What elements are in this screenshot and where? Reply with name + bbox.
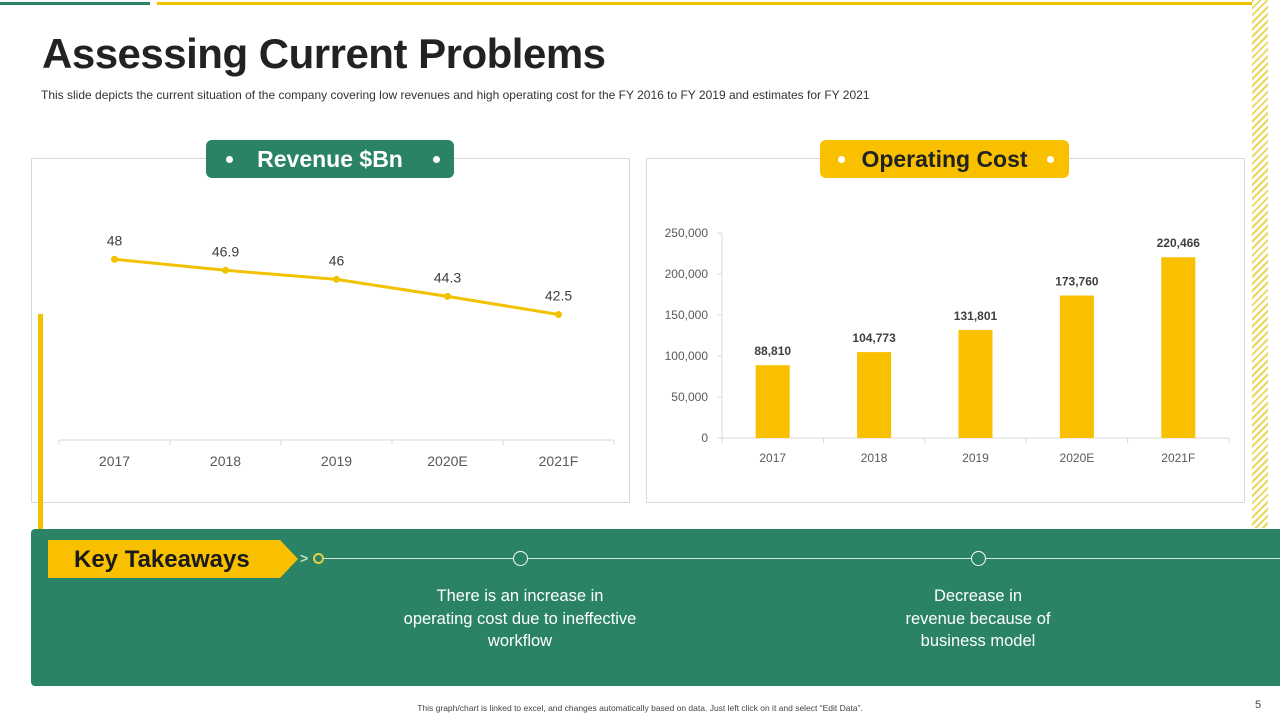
y-tick-label: 200,000 (665, 267, 709, 281)
key-takeaways-label: Key Takeaways (74, 546, 250, 573)
revenue-chart-panel[interactable]: 48 2017 46.9 2018 46 2019 44.3 2020E 42.5 2021F (31, 158, 630, 503)
revenue-data-label: 48 (107, 232, 123, 248)
revenue-data-point (333, 275, 340, 283)
operating-cost-data-label: 131,801 (954, 309, 998, 323)
revenue-data-point (444, 292, 451, 300)
operating-cost-x-tick-label: 2019 (962, 451, 989, 465)
takeaway-text: There is an increase in operating cost d… (403, 587, 637, 650)
y-tick-label: 150,000 (665, 308, 709, 322)
top-accent-yellow (157, 2, 1252, 5)
revenue-line-chart[interactable]: 48 2017 46.9 2018 46 2019 44.3 2020E 42.5 2021F (32, 159, 631, 504)
revenue-x-tick-label: 2017 (99, 453, 130, 469)
revenue-data-label: 46 (329, 252, 345, 268)
slide-title: Assessing Current Problems (42, 30, 606, 77)
y-tick-label: 250,000 (665, 226, 709, 240)
revenue-x-tick-label: 2018 (210, 453, 241, 469)
operating-cost-data-label: 104,773 (852, 331, 896, 345)
footer-note: This graph/chart is linked to excel, and… (417, 703, 863, 713)
operating-cost-x-tick-label: 2017 (759, 451, 786, 465)
operating-cost-bar (857, 352, 892, 438)
operating-cost-bar-chart[interactable]: 0 50,000 100,000 150,000 200,000 250,000 88,81… (647, 159, 1246, 504)
pill-dot-left (838, 156, 845, 163)
revenue-title-pill: Revenue $Bn (206, 140, 454, 178)
revenue-x-tick-label: 2019 (321, 453, 352, 469)
operating-cost-data-label: 88,810 (754, 344, 791, 358)
timeline-node (971, 551, 986, 566)
operating-cost-bar (1161, 257, 1196, 438)
operating-cost-title: Operating Cost (861, 145, 1028, 172)
operating-cost-bar (958, 329, 993, 438)
operating-cost-chart-panel[interactable]: 0 50,000 100,000 150,000 200,000 250,000 88,81… (646, 158, 1245, 503)
revenue-x-tick-label: 2020E (427, 453, 467, 469)
key-takeaways-tag (48, 540, 298, 578)
pill-dot-left (226, 156, 233, 163)
pill-dot-right (433, 156, 440, 163)
chevron-right-icon: > (300, 550, 309, 566)
operating-cost-data-label: 220,466 (1157, 236, 1201, 250)
timeline-start-dot (313, 553, 324, 564)
operating-cost-data-label: 173,760 (1055, 275, 1099, 289)
revenue-data-point (555, 310, 562, 318)
operating-cost-bar (1059, 295, 1094, 438)
operating-cost-x-tick-label: 2021F (1161, 451, 1195, 465)
revenue-data-label: 42.5 (545, 287, 572, 303)
right-stripe-decoration (1252, 0, 1268, 528)
y-tick-label: 50,000 (671, 390, 708, 404)
operating-cost-x-tick-label: 2020E (1060, 451, 1095, 465)
timeline-node (513, 551, 528, 566)
vertical-accent-line (38, 314, 43, 669)
pill-dot-right (1047, 156, 1054, 163)
revenue-data-point (111, 255, 118, 263)
revenue-data-label: 44.3 (434, 269, 461, 285)
slide-subtitle: This slide depicts the current situation… (41, 88, 870, 102)
takeaway-text: Decrease in revenue because of business … (905, 587, 1051, 650)
revenue-data-point (222, 266, 229, 274)
y-tick-label: 0 (701, 431, 708, 445)
operating-cost-title-pill: Operating Cost (820, 140, 1069, 178)
revenue-data-label: 46.9 (212, 243, 239, 259)
y-tick-label: 100,000 (665, 349, 709, 363)
revenue-title: Revenue $Bn (257, 145, 403, 172)
key-takeaways-tag-shape (48, 540, 298, 578)
operating-cost-x-tick-label: 2018 (861, 451, 888, 465)
top-accent-green (0, 2, 150, 5)
operating-cost-bar (755, 365, 790, 438)
page-number: 5 (1255, 699, 1262, 711)
timeline-line (322, 558, 1280, 559)
revenue-x-tick-label: 2021F (539, 453, 579, 469)
